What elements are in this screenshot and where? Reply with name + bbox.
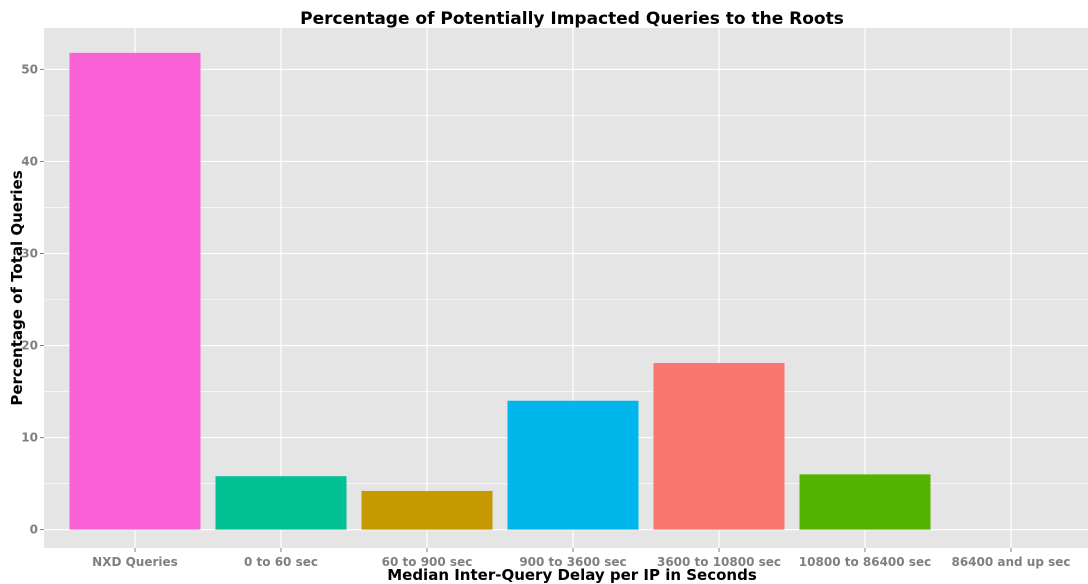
x-tick-label: 900 to 3600 sec (519, 555, 626, 569)
x-tick-label: 60 to 900 sec (382, 555, 473, 569)
x-tick-label: NXD Queries (92, 555, 178, 569)
y-tick-label: 40 (21, 154, 38, 168)
bar-2 (361, 490, 493, 530)
bar-5 (799, 474, 931, 530)
y-tick-label: 10 (21, 431, 38, 445)
x-tick-label: 86400 and up sec (951, 555, 1070, 569)
bar-1 (215, 476, 347, 530)
y-axis-label: Percentage of Total Queries (8, 170, 26, 405)
bar-3 (507, 400, 639, 530)
bar-0 (69, 52, 201, 530)
x-tick-label: 10800 to 86400 sec (799, 555, 931, 569)
x-tick-label: 3600 to 10800 sec (657, 555, 781, 569)
y-tick-label: 50 (21, 62, 38, 76)
y-tick-label: 30 (21, 246, 38, 260)
x-axis-label: Median Inter-Query Delay per IP in Secon… (387, 566, 757, 584)
y-tick-label: 0 (30, 523, 38, 537)
y-axis-ticks: 0 10 20 30 40 50 (21, 62, 44, 537)
grid-lines (44, 28, 1088, 548)
x-tick-label: 0 to 60 sec (244, 555, 318, 569)
y-tick-label: 20 (21, 339, 38, 353)
bars (69, 52, 931, 530)
x-axis-ticks: NXD Queries 0 to 60 sec 60 to 900 sec 900 t… (92, 548, 1071, 569)
chart-title: Percentage of Potentially Impacted Queri… (300, 9, 844, 29)
bar-4 (653, 363, 785, 530)
